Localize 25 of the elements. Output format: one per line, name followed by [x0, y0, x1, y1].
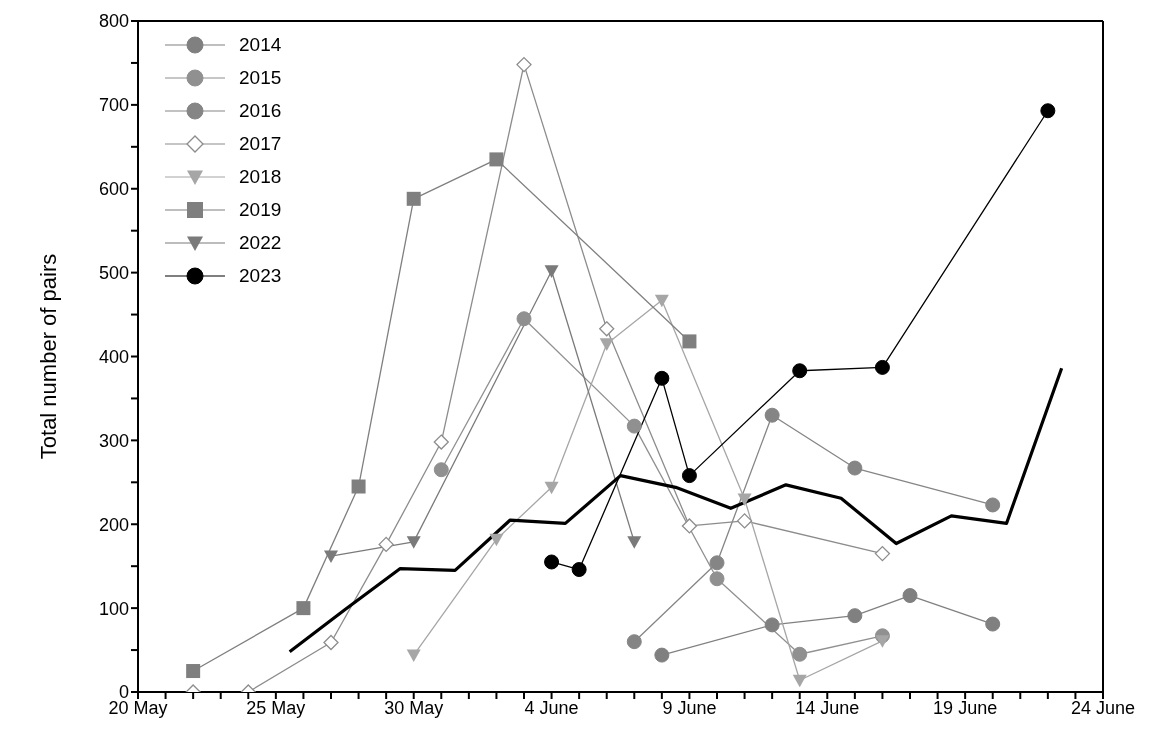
x-tick-label: 30 May	[384, 697, 444, 718]
legend-label: 2014	[239, 33, 282, 56]
y-axis-title: Total number of pairs	[35, 253, 61, 460]
legend-label: 2018	[239, 165, 282, 188]
y-tick-label: 600	[98, 179, 129, 200]
y-tick-label: 500	[98, 263, 129, 284]
y-tick-label: 300	[98, 430, 129, 451]
x-tick-label: 24 June	[1070, 697, 1136, 718]
legend-label: 2023	[239, 264, 282, 287]
x-tick-label: 9 June	[662, 697, 717, 718]
y-tick-label: 400	[98, 346, 129, 367]
legend-label: 2015	[239, 66, 282, 89]
y-tick-label: 100	[98, 598, 129, 619]
y-tick-label: 700	[98, 95, 129, 116]
x-tick-label: 19 June	[933, 697, 998, 718]
x-tick-label: 4 June	[524, 697, 579, 718]
legend-label: 2022	[239, 231, 282, 254]
legend-label: 2016	[239, 99, 282, 122]
x-tick-label: 25 May	[246, 697, 306, 718]
x-tick-label: 14 June	[795, 697, 860, 718]
legend-label: 2019	[239, 198, 282, 221]
legend-label: 2017	[239, 132, 282, 155]
y-tick-label: 200	[98, 514, 129, 535]
y-tick-label: 800	[98, 11, 129, 32]
x-tick-label: 20 May	[108, 697, 168, 718]
